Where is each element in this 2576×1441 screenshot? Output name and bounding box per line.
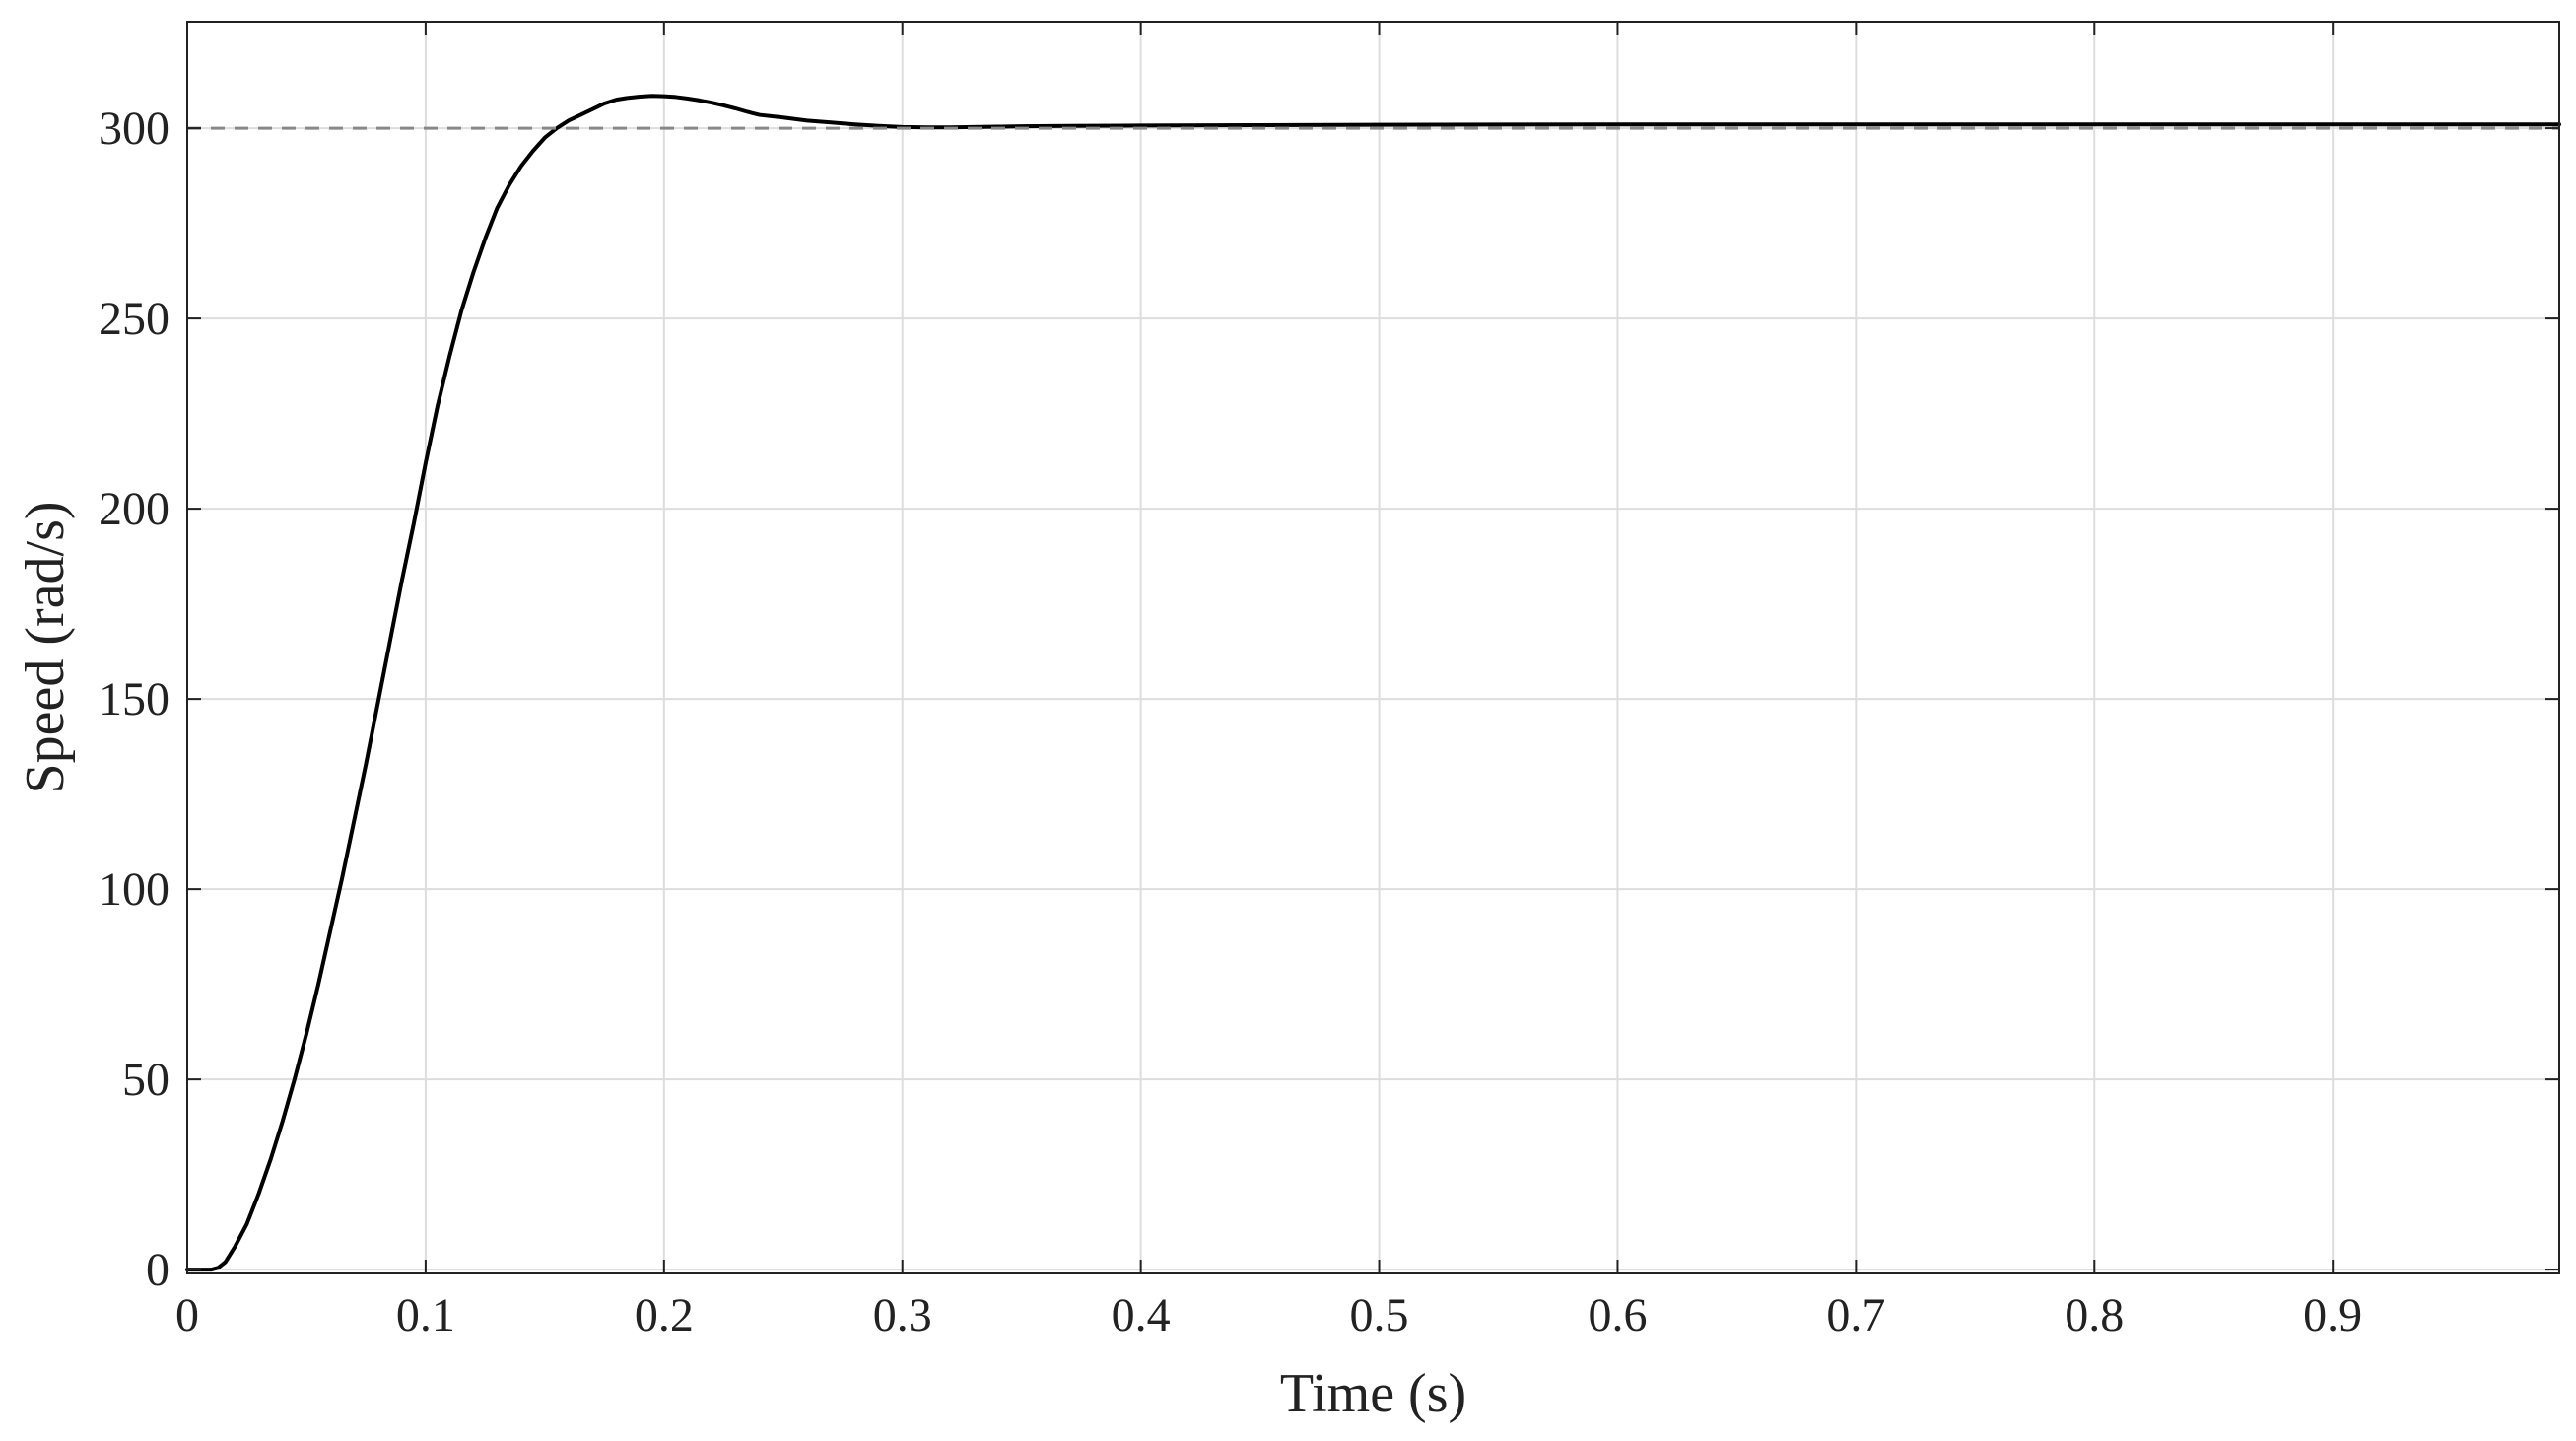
x-tick-label: 0 <box>175 1289 199 1341</box>
x-tick-label: 0.4 <box>1112 1289 1171 1341</box>
plot-frame <box>186 21 2560 1274</box>
x-tick-label: 0.2 <box>635 1289 694 1341</box>
x-tick-label: 0.9 <box>2303 1289 2362 1341</box>
y-tick-label: 100 <box>99 863 169 916</box>
x-tick-label: 0.5 <box>1350 1289 1409 1341</box>
y-axis-label: Speed (rad/s) <box>15 501 76 793</box>
x-tick-label: 0.1 <box>396 1289 455 1341</box>
series-layer <box>185 94 2561 1272</box>
y-tick-label: 250 <box>99 293 169 345</box>
y-tick-label: 0 <box>146 1244 169 1296</box>
speed-response-line <box>185 94 2561 1272</box>
grid <box>186 22 2559 1273</box>
x-axis-label: Time (s) <box>1280 1363 1466 1424</box>
x-tick-label: 0.7 <box>1826 1289 1885 1341</box>
y-tick-label: 50 <box>122 1054 169 1106</box>
y-tick-label: 300 <box>99 103 169 155</box>
ticks: 0 0.1 0.2 0.3 0.4 0.5 0.6 0.7 0.8 0.9 0 50 100 150 200… <box>99 22 2559 1341</box>
y-tick-label: 200 <box>99 483 169 535</box>
x-tick-label: 0.8 <box>2065 1289 2124 1341</box>
x-tick-label: 0.3 <box>873 1289 932 1341</box>
y-tick-label: 150 <box>99 673 169 725</box>
x-tick-label: 0.6 <box>1588 1289 1647 1341</box>
